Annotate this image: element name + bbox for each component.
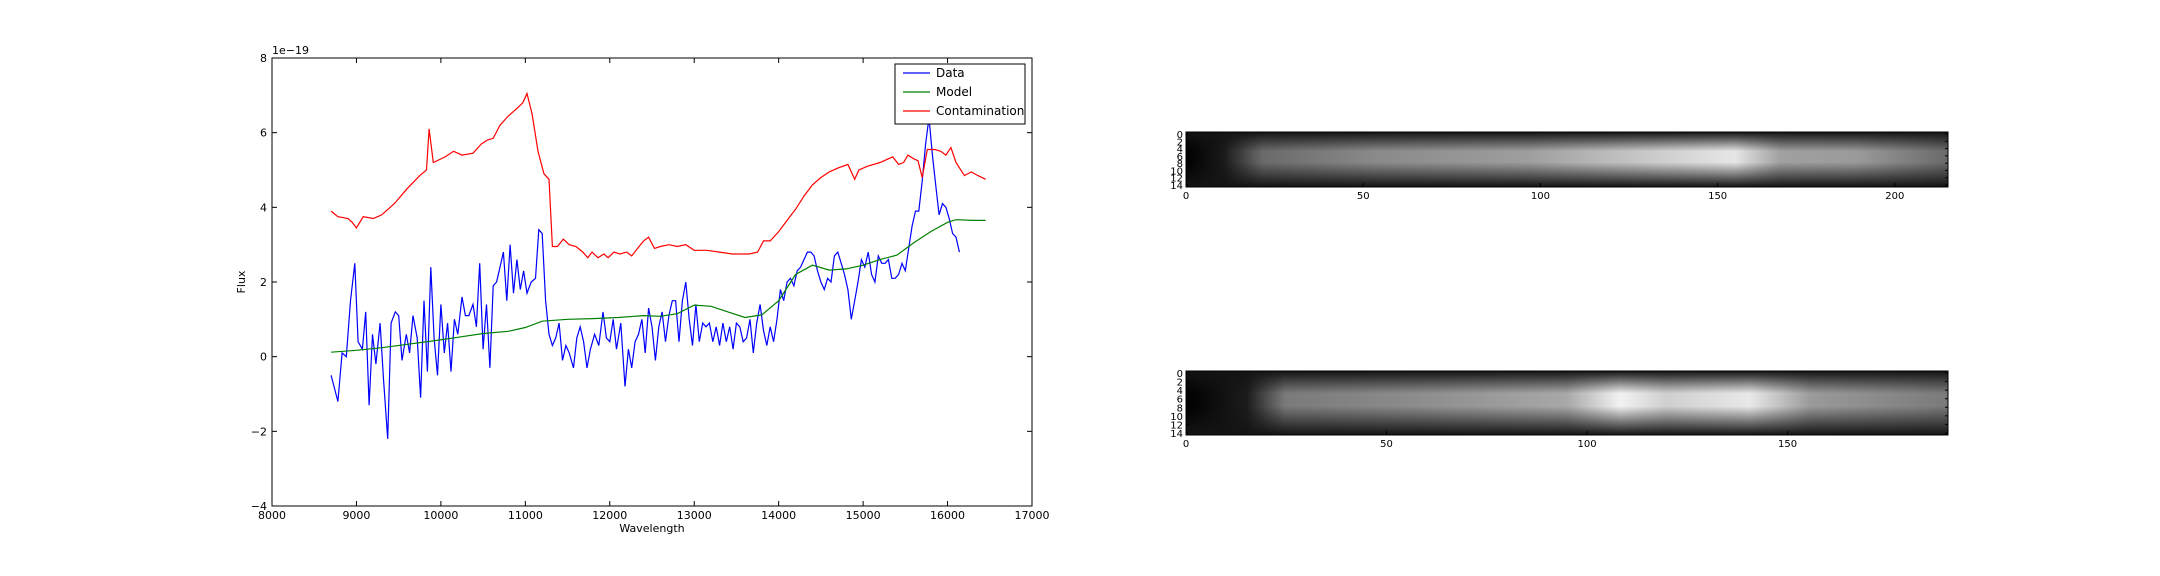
legend-label-model: Model [936, 85, 972, 99]
y-tick-label: 2 [1177, 378, 1183, 389]
x-tick-label: 12000 [592, 509, 627, 522]
y-tick-label: 0 [260, 351, 267, 364]
y-offset-text: 1e−19 [272, 44, 309, 57]
spectrum-plot-area [271, 57, 1033, 507]
x-tick-label: 13000 [677, 509, 712, 522]
x-axis-label: Wavelength [619, 522, 684, 535]
y-tick-label: 12 [1170, 174, 1183, 185]
y-tick-label: 6 [1177, 152, 1183, 163]
x-tick-label: 14000 [761, 509, 796, 522]
x-tick-label: 17000 [1015, 509, 1050, 522]
x-tick-label: 100 [1531, 191, 1550, 202]
y-axis-label: Flux [235, 270, 248, 293]
legend: Data Model Contamination [894, 63, 1026, 125]
x-tick-label: 0 [1183, 191, 1189, 202]
series-line-contamination [330, 91, 986, 259]
y-tick-label: 8 [1177, 159, 1183, 170]
series-line-data [330, 117, 960, 439]
x-tick-label: 200 [1885, 191, 1904, 202]
legend-label-data: Data [936, 66, 965, 80]
y-tick-label: 0 [1177, 130, 1183, 141]
x-tick-label: 50 [1380, 439, 1393, 450]
y-tick-label: 2 [1177, 137, 1183, 148]
spectrum-chart: 8000 9000 10000 11000 12000 13000 14000 15000 16… [235, 44, 1050, 535]
image-frame [1185, 370, 1949, 436]
y-tick-label: −2 [251, 425, 267, 438]
y-tick-label: 14 [1170, 429, 1183, 440]
x-tick-label: 0 [1183, 439, 1189, 450]
y-tick-label: 10 [1170, 166, 1183, 177]
x-tick-label: 150 [1778, 439, 1797, 450]
spectrum-ticks-layer: 8000 9000 10000 11000 12000 13000 14000 15000 16… [251, 52, 1050, 522]
x-tick-label: 15000 [846, 509, 881, 522]
y-tick-label: 8 [1177, 403, 1183, 414]
x-tick-label: 10000 [423, 509, 458, 522]
x-tick-label: 16000 [930, 509, 965, 522]
y-tick-label: 2 [260, 276, 267, 289]
y-tick-label: 6 [1177, 395, 1183, 406]
x-tick-label: 50 [1357, 191, 1370, 202]
spectral-trace [1186, 132, 1948, 187]
y-tick-label: 8 [260, 52, 267, 65]
y-tick-label: 14 [1170, 181, 1183, 192]
y-tick-label: −4 [251, 500, 267, 513]
y-tick-label: 4 [1177, 145, 1183, 156]
spectrum-series-layer [330, 91, 986, 439]
y-tick-label: 4 [260, 201, 267, 214]
x-tick-label: 150 [1708, 191, 1727, 202]
x-tick-label: 8000 [258, 509, 286, 522]
legend-label-contamination: Contamination [936, 104, 1024, 118]
image-frame [1185, 131, 1949, 188]
legend-box [894, 63, 1026, 125]
y-tick-label: 12 [1170, 420, 1183, 431]
series-line-model [331, 219, 986, 353]
x-tick-label: 9000 [342, 509, 370, 522]
y-tick-label: 4 [1177, 386, 1183, 397]
spectral-trace [1186, 371, 1948, 435]
y-tick-label: 10 [1170, 412, 1183, 423]
x-tick-label: 11000 [508, 509, 543, 522]
y-tick-label: 0 [1177, 369, 1183, 380]
x-tick-label: 100 [1578, 439, 1597, 450]
y-tick-label: 6 [260, 127, 267, 140]
